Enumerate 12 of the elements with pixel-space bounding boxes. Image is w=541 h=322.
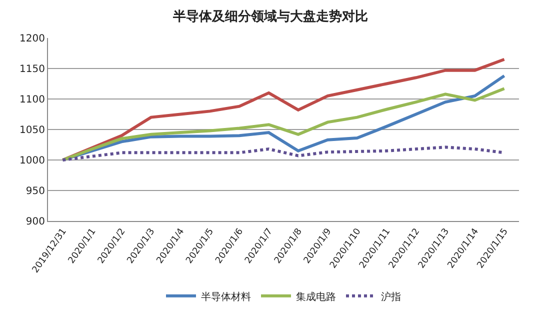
y-tick-label: 1050 [20,125,45,136]
y-tick-label: 1000 [20,156,45,166]
y-tick-label: 950 [26,186,45,197]
line-series [61,58,506,162]
legend-label: 集成电路 [296,290,336,303]
y-tick-label: 900 [26,216,45,228]
legend-label: 半导体材料 [201,290,251,303]
legend-label: 沪指 [381,290,401,303]
y-tick-label: 1150 [20,64,45,75]
y-tick-label: 1100 [20,94,45,106]
y-tick-label: 1200 [20,34,45,44]
chart-title: 半导体及细分领域与大盘走势对比 [172,8,368,24]
